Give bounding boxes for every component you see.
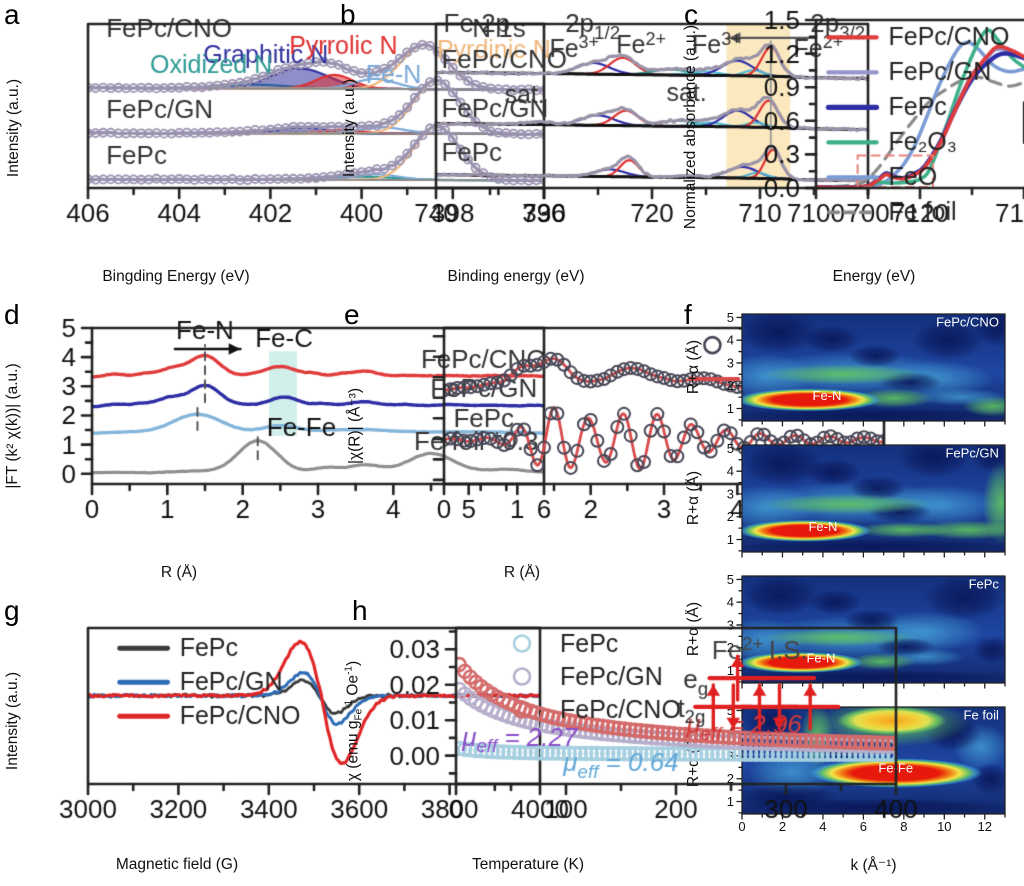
panel-g-letter: g xyxy=(4,595,20,626)
panel-c: c Energy (eV) Normalized absorbance (a.u… xyxy=(680,0,1024,300)
panel-h-letter: h xyxy=(352,595,368,626)
panel-c-letter: c xyxy=(684,0,698,30)
panel-f-ylabel-2: R+α (Å) xyxy=(685,470,702,526)
panel-b: b Binding energy (eV) Intensity (a.u.) xyxy=(336,0,936,300)
panel-f-subplot-fepc-cno xyxy=(680,310,1024,437)
panel-g: g Magnetic field (G) Intensity (a.u.) xyxy=(0,595,600,886)
panel-c-plot xyxy=(680,0,1024,300)
panel-d: d R (Å) |FT (k² χ(k))| (a.u.) xyxy=(0,299,600,600)
panel-c-ylabel: Normalized absorbance (a.u.) xyxy=(682,24,699,230)
panel-g-xlabel: Magnetic field (G) xyxy=(115,856,239,873)
panel-e-letter: e xyxy=(344,299,360,330)
panel-h: h Temperature (K) χ (emu gFe-1 Oe-1) xyxy=(340,595,940,886)
panel-b-xlabel: Binding energy (eV) xyxy=(447,268,585,285)
panel-f-subplot-fepc-gn xyxy=(680,441,1024,568)
panel-e: e R (Å) |χ(R)| (Å⁻³) xyxy=(340,299,940,600)
panel-a-ylabel: Intensity (a.u.) xyxy=(5,78,22,178)
panel-f-ylabel-1: R+α (Å) xyxy=(685,339,702,395)
panel-a-letter: a xyxy=(4,0,20,30)
panel-g-ylabel: Intensity (a.u.) xyxy=(4,671,21,771)
panel-d-ylabel: |FT (k² χ(k))| (a.u.) xyxy=(4,363,21,489)
panel-a-xlabel: Bingding Energy (eV) xyxy=(102,268,250,285)
panel-h-xlabel: Temperature (K) xyxy=(472,856,584,873)
panel-c-xlabel: Energy (eV) xyxy=(832,268,916,285)
panel-d-xlabel: R (Å) xyxy=(160,564,198,581)
panel-b-letter: b xyxy=(340,0,356,30)
panel-h-ylabel: χ (emu gFe-1 Oe-1) xyxy=(343,660,365,782)
panel-e-ylabel: |χ(R)| (Å⁻³) xyxy=(346,387,364,465)
panel-d-letter: d xyxy=(4,299,20,330)
panel-a: a Bingding Energy (eV) Intensity (a.u.) xyxy=(0,0,600,300)
panel-e-xlabel: R (Å) xyxy=(503,564,541,581)
panel-b-ylabel: Intensity (a.u.) xyxy=(341,78,358,178)
panel-h-plot xyxy=(340,596,940,886)
